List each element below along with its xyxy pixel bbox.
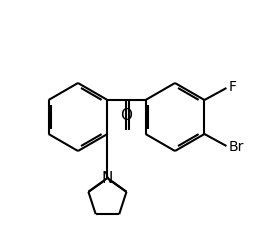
Text: F: F xyxy=(228,80,236,94)
Text: O: O xyxy=(120,108,132,123)
Text: Br: Br xyxy=(228,140,244,154)
Text: N: N xyxy=(102,171,113,185)
